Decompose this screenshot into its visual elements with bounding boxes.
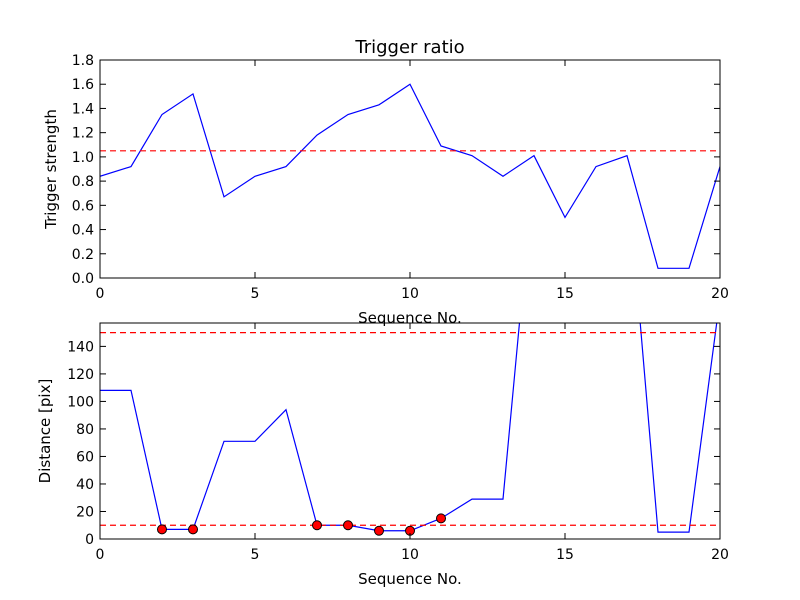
x-tick-label: 10 [401, 547, 419, 563]
x-tick-label: 0 [96, 286, 105, 302]
data-point-marker [343, 520, 353, 531]
plot-area [100, 83, 720, 269]
y-tick-label: 0.2 [72, 247, 94, 263]
x-axis-label: Sequence No. [358, 570, 462, 588]
data-point-marker [188, 524, 198, 535]
y-tick-label: 140 [67, 339, 94, 355]
y-tick-label: 1.6 [72, 77, 94, 93]
data-point-marker [312, 520, 322, 531]
x-tick-label: 20 [711, 547, 729, 563]
y-axis-label: Trigger strength [42, 109, 60, 230]
y-tick-label: 0 [85, 532, 94, 548]
y-tick-label: 20 [76, 504, 94, 520]
chart-title: Trigger ratio [354, 37, 464, 58]
x-tick-label: 10 [401, 286, 419, 302]
y-tick-label: 0.6 [72, 198, 94, 214]
x-tick-label: 5 [251, 286, 260, 302]
y-tick-label: 120 [67, 367, 94, 383]
ticks: 0 5 10 15 20 0.0 0.2 0.4 0.6 0.8 1.0 1.2 1.4 1.6 1.8 [72, 53, 729, 302]
y-tick-label: 0.4 [72, 223, 94, 239]
y-tick-label: 60 [76, 449, 94, 465]
y-tick-label: 1.0 [72, 150, 94, 166]
y-tick-label: 1.2 [72, 126, 94, 142]
y-tick-label: 0.8 [72, 174, 94, 190]
data-point-marker [436, 513, 446, 524]
y-tick-label: 100 [67, 394, 94, 410]
y-axis-label: Distance [pix] [36, 379, 54, 484]
data-point-marker [374, 525, 384, 536]
x-tick-label: 0 [96, 547, 105, 563]
plot-area [100, 323, 720, 536]
x-tick-label: 15 [556, 547, 574, 563]
data-point-marker [157, 524, 167, 535]
y-tick-label: 1.4 [72, 101, 94, 117]
series-line [100, 83, 720, 269]
y-tick-label: 80 [76, 422, 94, 438]
x-tick-label: 20 [711, 286, 729, 302]
y-tick-label: 0.0 [72, 271, 94, 287]
x-tick-label: 5 [251, 547, 260, 563]
ticks: 0 5 10 15 20 0 20 40 60 80 100 120 140 [67, 323, 729, 563]
y-tick-label: 1.8 [72, 53, 94, 69]
trigger-ratio-chart: Trigger ratio 0 5 10 15 20 0.0 0.2 0.4 0.6 0.8 1.0… [42, 37, 729, 327]
y-tick-label: 40 [76, 477, 94, 493]
x-tick-label: 15 [556, 286, 574, 302]
